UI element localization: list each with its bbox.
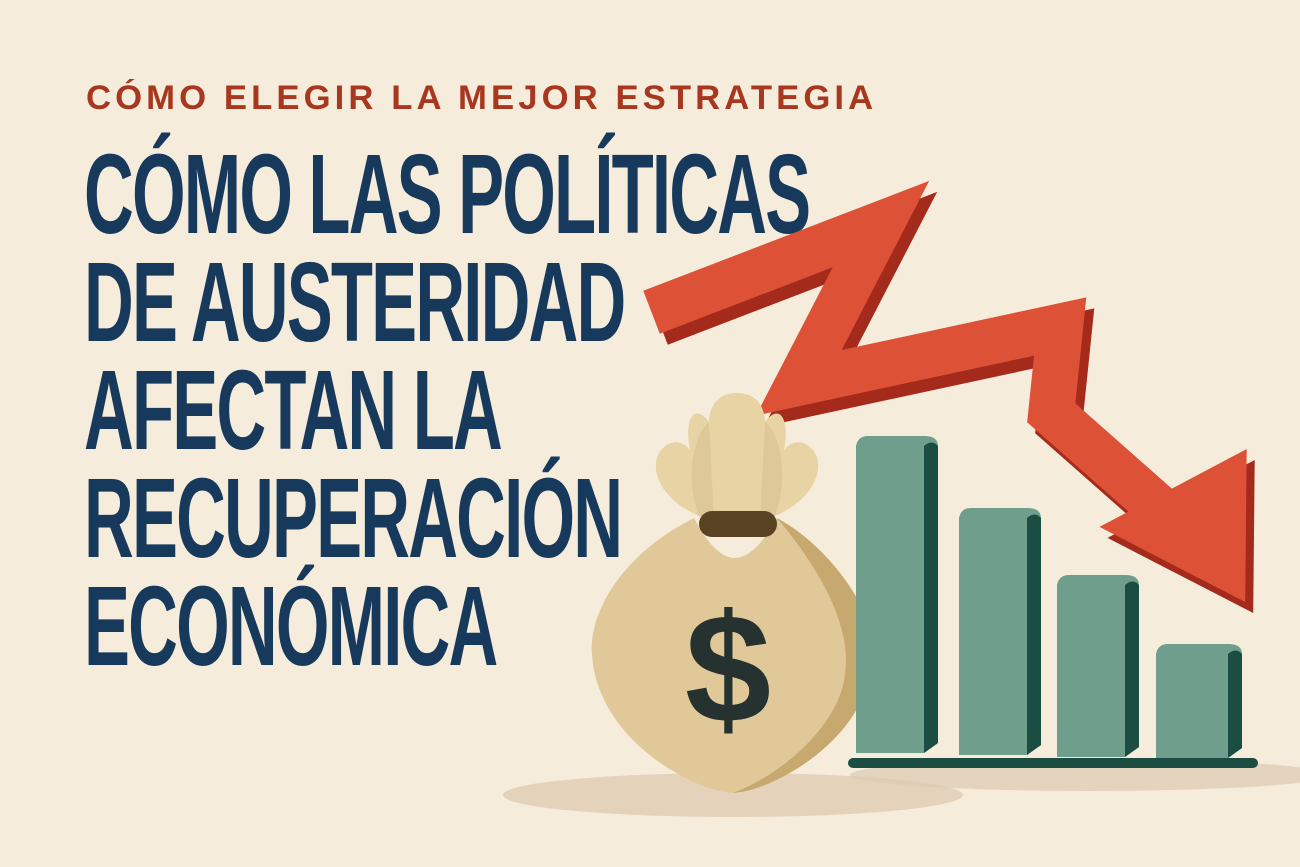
svg-text:$: $ xyxy=(685,582,771,755)
